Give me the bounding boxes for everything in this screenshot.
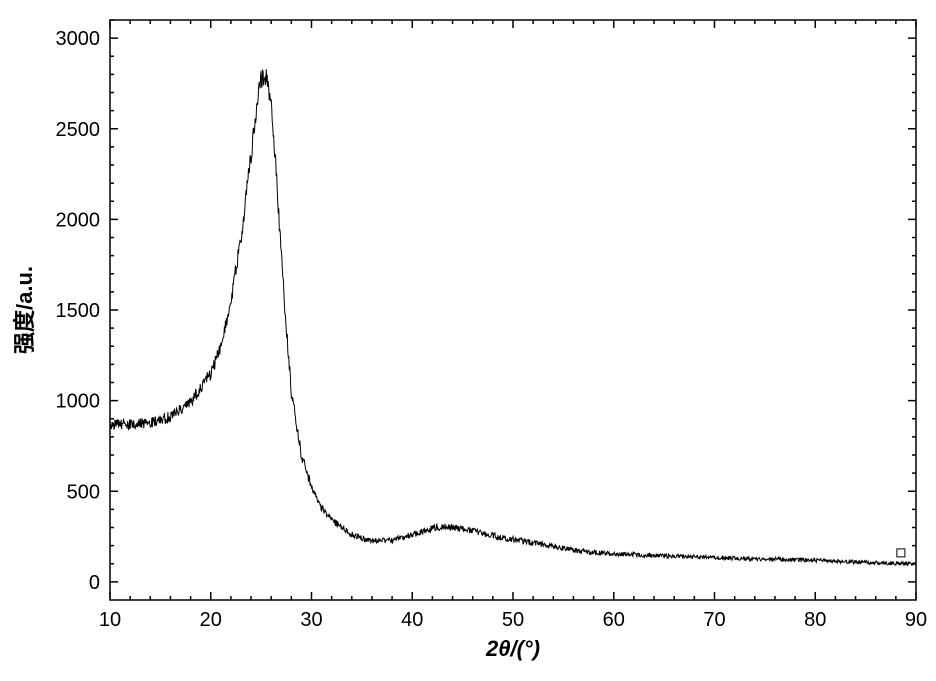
y-axis-title: 强度/a.u. <box>12 266 37 354</box>
y-tick-label: 1500 <box>56 300 101 322</box>
y-tick-label: 500 <box>67 481 100 503</box>
y-tick-label: 2500 <box>56 119 101 141</box>
x-tick-label: 30 <box>300 609 322 631</box>
y-tick-label: 0 <box>89 572 100 594</box>
x-tick-label: 10 <box>99 609 121 631</box>
x-axis-title: 2θ/(°) <box>485 636 540 661</box>
end-marker-icon <box>897 549 905 557</box>
xrd-pattern-line <box>110 69 916 565</box>
x-tick-label: 50 <box>502 609 524 631</box>
x-tick-label: 60 <box>603 609 625 631</box>
chart-svg: 10 20 30 40 50 60 70 80 90 0 500 1000 1500 2000 2500 30… <box>0 0 936 681</box>
x-tick-label: 70 <box>703 609 725 631</box>
xrd-chart: 10 20 30 40 50 60 70 80 90 0 500 1000 1500 2000 2500 30… <box>0 0 936 681</box>
y-tick-label: 1000 <box>56 391 101 413</box>
x-tick-label: 80 <box>804 609 826 631</box>
x-tick-label: 90 <box>905 609 927 631</box>
x-tick-label: 40 <box>401 609 423 631</box>
plot-frame <box>110 20 916 600</box>
y-tick-label: 2000 <box>56 209 101 231</box>
y-tick-label: 3000 <box>56 28 101 50</box>
x-tick-label: 20 <box>200 609 222 631</box>
